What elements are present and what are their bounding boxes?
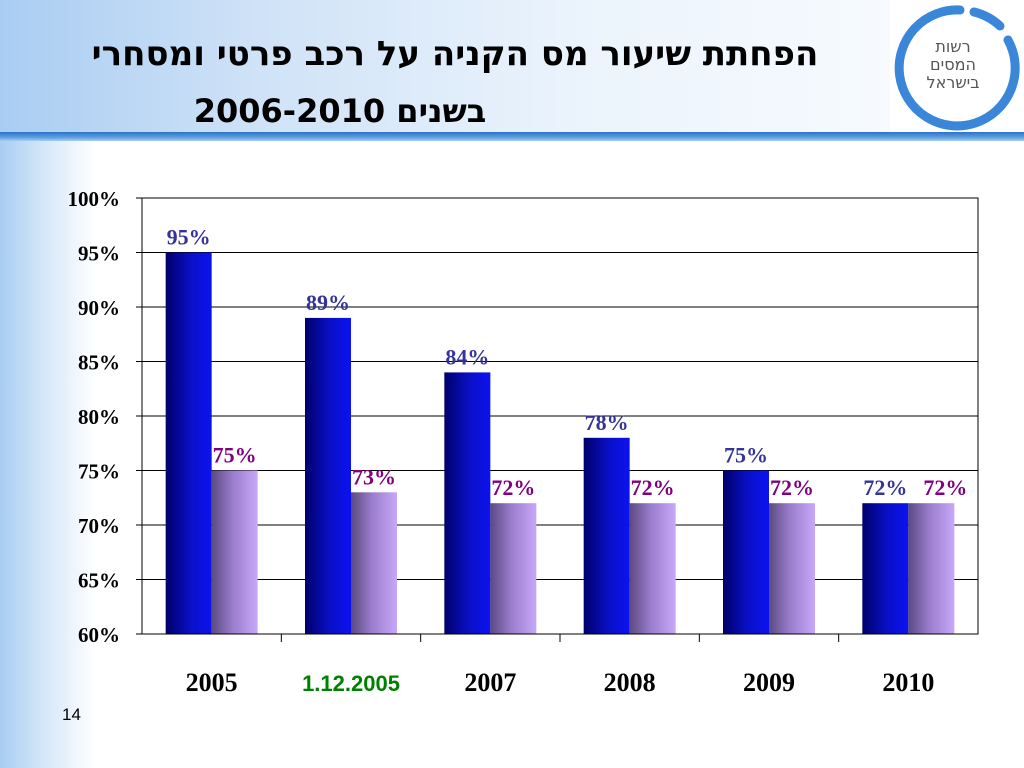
data-label-series-2: 72%: [491, 475, 535, 500]
data-label-series-1: 89%: [306, 290, 350, 315]
data-label-series-2: 72%: [770, 475, 814, 500]
data-label-series-1: 75%: [724, 443, 768, 468]
axes: 60% 65% 70% 75% 80% 85% 90% 95% 100% 2005 1.12.200…: [68, 187, 979, 697]
page-number: 14: [62, 705, 81, 724]
data-labels: 95%75%89%73%84%72%78%72%75%72% 72% 72%: [167, 225, 968, 501]
header-divider: [0, 132, 1024, 141]
bar-series-2: [351, 492, 397, 634]
x-tick-label: 1.12.2005: [302, 671, 400, 696]
y-tick-label: 85%: [78, 351, 120, 375]
grid-lines: [142, 197, 978, 580]
y-tick-label: 95%: [78, 242, 120, 266]
bars: [165, 252, 955, 634]
bar-series-2: [629, 503, 676, 634]
data-label-series-1: 84%: [445, 344, 489, 369]
bar-series-1: [583, 437, 630, 634]
x-tick-label: 2007: [464, 668, 516, 697]
slide-subtitle: בשנים 2006-2010: [193, 92, 487, 130]
x-tick-label: 2005: [186, 668, 238, 697]
y-tick-label: 80%: [78, 405, 120, 429]
y-tick-label: 70%: [78, 514, 120, 538]
left-side-gradient: [0, 141, 95, 768]
logo-text-line3: בישראל: [926, 73, 980, 92]
tax-authority-logo: [890, 0, 1024, 132]
y-tick-label: 65%: [78, 569, 120, 593]
logo-ring-icon: [894, 5, 1020, 131]
bar-series-2: [769, 503, 815, 634]
y-tick-label: 90%: [78, 296, 120, 320]
y-tick-label: 60%: [78, 623, 120, 647]
bar-series-1: [723, 470, 769, 634]
data-label-series-2: 72%: [923, 475, 967, 500]
bar-series-2: [490, 503, 537, 634]
y-tick-label: 75%: [78, 460, 120, 484]
bar-series-2: [211, 470, 258, 634]
header-background: [0, 0, 1024, 136]
data-label-series-2: 73%: [352, 464, 396, 489]
x-tick-label: 2009: [743, 668, 795, 697]
bar-series-1: [862, 503, 909, 634]
y-tick-label: 100%: [68, 187, 121, 211]
data-label-series-1: 95%: [167, 225, 211, 250]
logo-text-line2: המסים: [930, 55, 976, 74]
data-label-series-1: 78%: [585, 410, 629, 435]
slide-title: הפחתת שיעור מס הקניה על רכב פרטי ומסחרי: [91, 34, 819, 74]
logo-text-line1: רשות: [935, 37, 971, 56]
bar-series-1: [305, 317, 351, 634]
x-tick-label: 2010: [882, 668, 934, 697]
data-label-series-2: 75%: [213, 443, 257, 468]
data-label-series-2: 72%: [631, 475, 675, 500]
bar-series-1: [165, 252, 212, 634]
x-tick-label: 2008: [604, 668, 656, 697]
data-label-series-1: 72%: [863, 475, 907, 500]
bar-series-1: [444, 372, 491, 634]
bar-series-2: [908, 503, 955, 634]
